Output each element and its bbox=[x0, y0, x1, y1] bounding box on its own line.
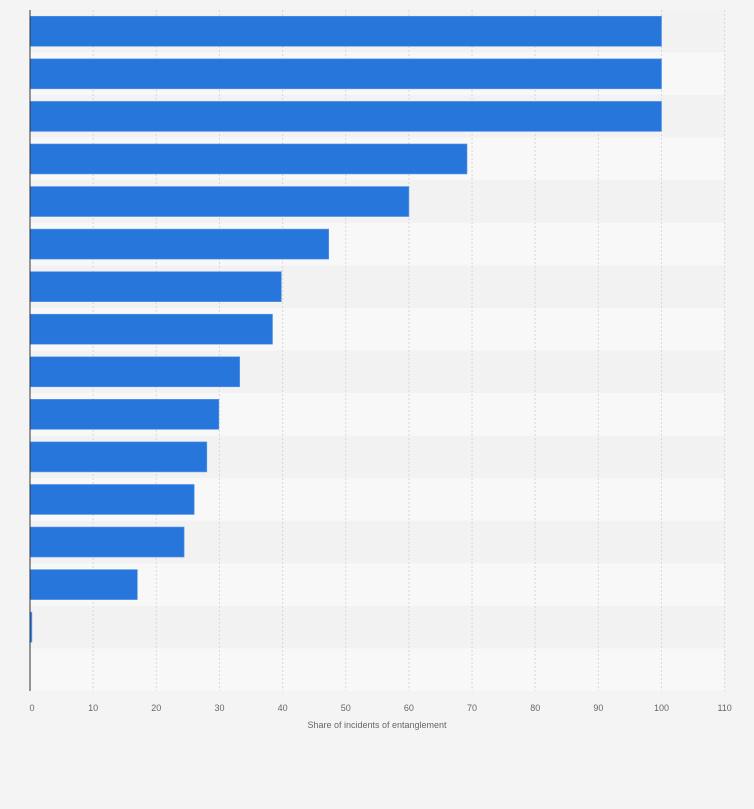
x-tick-label: 70 bbox=[467, 703, 477, 713]
bar bbox=[29, 228, 329, 260]
x-tick-label: 100 bbox=[654, 703, 669, 713]
x-tick-label: 80 bbox=[530, 703, 540, 713]
x-axis-label: Share of incidents of entanglement bbox=[307, 720, 447, 730]
x-tick-label: 50 bbox=[341, 703, 351, 713]
x-tick-label: 110 bbox=[717, 703, 731, 713]
bar bbox=[29, 526, 185, 558]
bar bbox=[29, 399, 220, 430]
bar bbox=[29, 356, 240, 388]
bar bbox=[29, 271, 282, 302]
bar bbox=[29, 569, 138, 600]
bar bbox=[29, 186, 410, 217]
row-band bbox=[30, 563, 725, 606]
row-band bbox=[30, 605, 725, 649]
x-tick-label: 90 bbox=[593, 703, 603, 713]
bar bbox=[29, 484, 195, 515]
bar bbox=[29, 441, 208, 473]
bar bbox=[29, 143, 468, 175]
x-tick-label: 40 bbox=[278, 703, 288, 713]
bar bbox=[29, 15, 662, 47]
bar bbox=[29, 313, 273, 345]
x-tick-label: 30 bbox=[214, 703, 224, 713]
row-band bbox=[30, 648, 725, 691]
bar bbox=[29, 58, 662, 90]
x-tick-label: 0 bbox=[29, 703, 34, 713]
x-tick-label: 60 bbox=[404, 703, 414, 713]
x-tick-label: 20 bbox=[151, 703, 161, 713]
bar bbox=[29, 101, 662, 132]
x-tick-label: 10 bbox=[88, 703, 98, 713]
